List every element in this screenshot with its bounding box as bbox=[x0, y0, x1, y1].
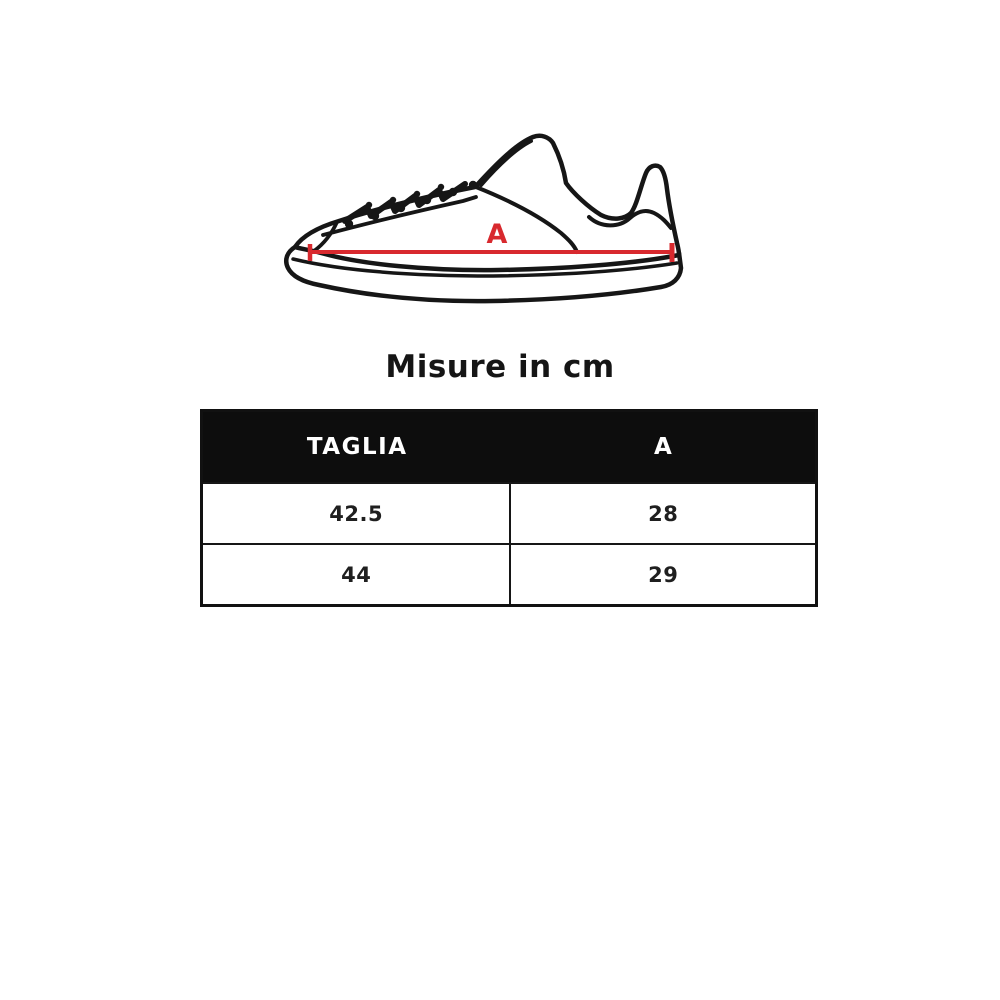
cell-measure-a: 29 bbox=[648, 562, 679, 587]
page-title: Misure in cm bbox=[385, 349, 615, 385]
measurement-line bbox=[307, 243, 675, 262]
table-row: 42.5 28 bbox=[203, 482, 815, 543]
table-row: 44 29 bbox=[203, 543, 815, 604]
header-cell-a: A bbox=[654, 434, 673, 460]
tongue-line bbox=[479, 139, 533, 187]
size-table: TAGLIA A 42.5 28 44 29 bbox=[200, 409, 818, 607]
quarter-panel-seam bbox=[474, 185, 579, 254]
laces bbox=[342, 181, 468, 224]
cell-size: 42.5 bbox=[203, 484, 512, 543]
cell-measure-a: 28 bbox=[648, 501, 679, 526]
lace-panel-edge bbox=[321, 195, 478, 237]
heel-seam bbox=[587, 208, 673, 230]
eyelets bbox=[344, 180, 478, 229]
cell-size: 44 bbox=[203, 545, 512, 604]
shoe-midsole-line bbox=[291, 257, 679, 278]
toe-seam bbox=[312, 220, 339, 253]
shoe-diagram-svg: A bbox=[284, 133, 684, 304]
table-header-row: TAGLIA A bbox=[203, 412, 815, 482]
header-cell-taglia: TAGLIA bbox=[306, 434, 408, 460]
shoe-upper-outline bbox=[292, 133, 682, 273]
shoe-diagram: A bbox=[283, 125, 703, 315]
measure-label-a: A bbox=[487, 219, 508, 250]
